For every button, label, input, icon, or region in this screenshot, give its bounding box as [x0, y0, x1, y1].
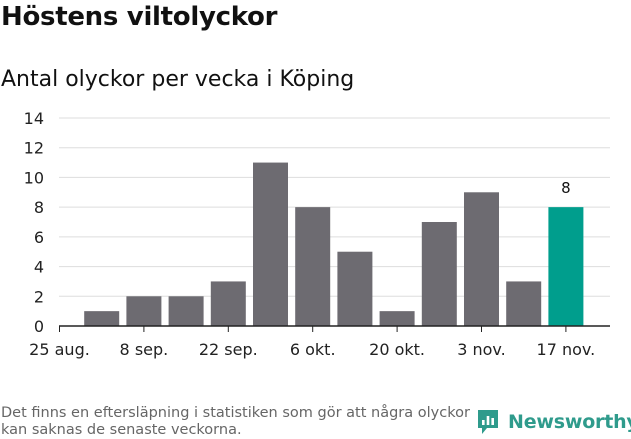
- bar: [253, 162, 288, 326]
- x-tick-label: 20 okt.: [369, 340, 425, 359]
- bar: [506, 281, 542, 326]
- bar: [295, 207, 331, 326]
- y-tick-label: 10: [24, 168, 44, 187]
- bar: [464, 192, 499, 326]
- x-tick-label: 22 sep.: [199, 340, 258, 359]
- y-tick-label: 0: [34, 317, 44, 336]
- bar: [421, 222, 457, 326]
- y-tick-label: 2: [34, 287, 44, 306]
- newsworthy-logo-icon: [478, 410, 498, 434]
- y-tick-label: 6: [34, 228, 44, 247]
- x-tick-label: 17 nov.: [537, 340, 596, 359]
- footnote: Det finns en eftersläpning i statistiken…: [1, 405, 470, 438]
- bar: [379, 311, 415, 326]
- brand[interactable]: Newsworthy: [476, 406, 631, 438]
- bar: [84, 311, 120, 326]
- bar: [337, 251, 373, 326]
- bar: [168, 296, 204, 326]
- y-tick-label: 14: [24, 109, 44, 128]
- y-tick-label: 8: [34, 198, 44, 217]
- chart-subtitle: Antal olyckor per vecka i Köping: [1, 67, 355, 92]
- chart-title: Höstens viltolyckor: [1, 2, 278, 32]
- x-tick-label: 6 okt.: [290, 340, 336, 359]
- bar-highlighted: [548, 207, 584, 326]
- data-label: 8: [561, 179, 571, 197]
- brand-name: Newsworthy: [508, 411, 631, 433]
- y-tick-label: 4: [34, 258, 44, 277]
- x-tick-label: 8 sep.: [120, 340, 169, 359]
- x-tick-label: 3 nov.: [457, 340, 506, 359]
- bar: [210, 281, 246, 326]
- bar-chart: 0 2 4 6 8 10 12 14 25 aug. 8 sep. 22 sep. 6 okt. 20 …: [24, 109, 610, 359]
- y-tick-label: 12: [24, 139, 44, 158]
- x-tick-label: 25 aug.: [29, 340, 90, 359]
- bar: [126, 296, 162, 326]
